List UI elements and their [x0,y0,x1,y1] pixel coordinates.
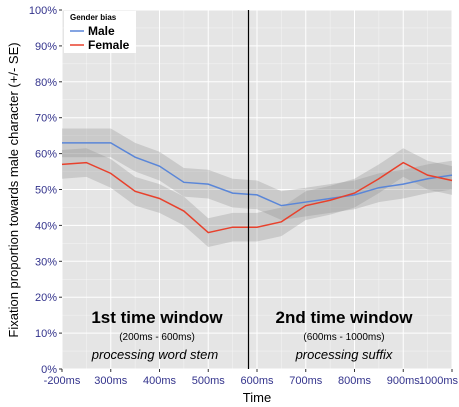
x-tick-label: 600ms [240,375,274,387]
y-tick-label: 0% [41,364,57,376]
x-tick-label: 500ms [192,375,226,387]
window-2-range: (600ms - 1000ms) [303,332,384,343]
y-tick-label: 90% [35,41,57,53]
legend-label-female: Female [88,38,130,52]
y-tick-label: 60% [35,149,57,161]
window-1-description: processing word stem [91,347,219,362]
y-tick-label: 70% [35,113,57,125]
y-tick-label: 40% [35,220,57,232]
x-tick-label: 900ms [387,375,421,387]
window-2-description: processing suffix [295,347,393,362]
x-tick-label: 800ms [338,375,372,387]
y-axis-ticks: 0% 10% 20% 30% 40% 50% 60% 70% 80% 90% 100% [29,5,62,376]
x-tick-label: 1000ms [419,375,459,387]
x-axis-title: Time [243,390,271,405]
legend-label-male: Male [88,24,115,38]
series-line-male [62,142,453,207]
y-axis-title: Fixation proportion towards male charact… [6,42,21,337]
y-tick-label: 10% [35,328,57,340]
window-1-range: (200ms - 600ms) [119,332,195,343]
y-tick-label: 100% [29,5,57,17]
x-tick-label: 400ms [143,375,177,387]
window-1-title: 1st time window [91,308,223,327]
legend-box [64,11,136,53]
y-tick-label: 30% [35,256,57,268]
x-axis-ticks: -200ms 300ms 400ms 500ms 600ms 700ms 800ms 900m… [44,369,459,387]
x-tick-label: 700ms [289,375,323,387]
annotation-window-2: 2nd time window (600ms - 1000ms) process… [276,308,414,362]
x-tick-label: -200ms [44,375,81,387]
legend-title: Gender bias [70,13,117,22]
annotation-window-1: 1st time window (200ms - 600ms) processi… [91,308,224,362]
y-tick-label: 80% [35,77,57,89]
se-ribbon-male [62,128,452,221]
legend: Gender bias Male Female [64,11,136,53]
x-tick-label: 300ms [94,375,128,387]
y-tick-label: 50% [35,185,57,197]
series-lines [61,142,453,234]
window-2-title: 2nd time window [276,308,414,327]
y-tick-label: 20% [35,292,57,304]
series-line-female [61,161,453,234]
